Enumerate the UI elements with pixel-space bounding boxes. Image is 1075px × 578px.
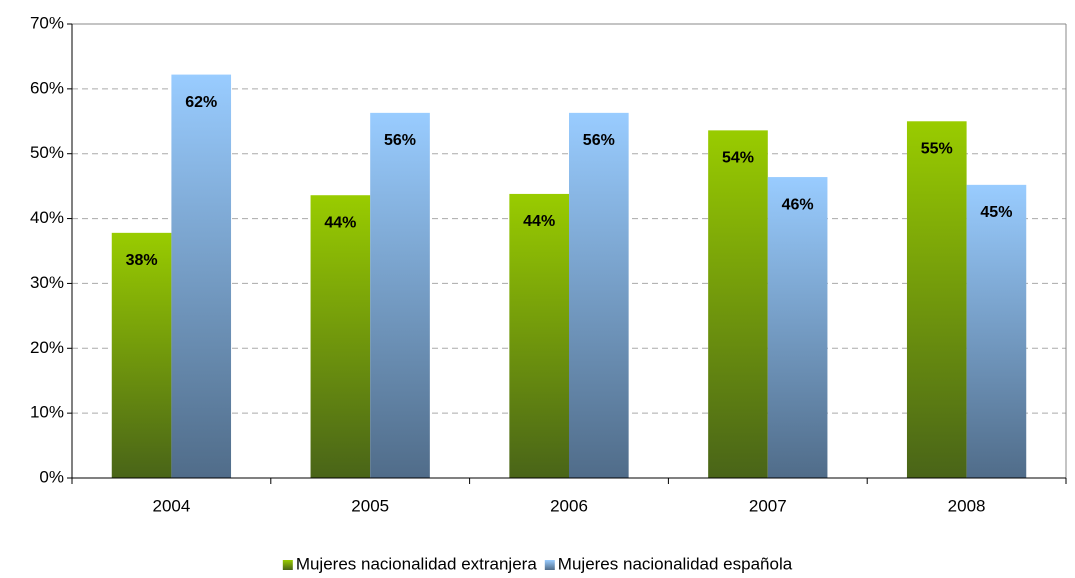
x-tick-label: 2005 [351, 496, 389, 515]
value-label: 46% [782, 196, 814, 213]
value-label: 38% [126, 252, 158, 269]
value-label: 55% [921, 141, 953, 158]
bar [708, 130, 768, 478]
value-label: 56% [384, 132, 416, 149]
bar [966, 184, 1027, 479]
x-tick-label: 2008 [948, 496, 986, 515]
value-label: 62% [185, 94, 217, 111]
y-tick-label: 70% [30, 13, 64, 32]
legend: Mujeres nacionalidad extranjera Mujeres n… [282, 554, 793, 573]
y-tick-label: 30% [30, 273, 64, 292]
bar [767, 177, 828, 478]
bar [906, 121, 967, 479]
value-label: 56% [583, 132, 615, 149]
bar [171, 74, 232, 479]
legend-label: Mujeres nacionalidad española [558, 554, 793, 573]
legend-label: Mujeres nacionalidad extranjera [296, 554, 538, 573]
value-label: 44% [324, 214, 356, 231]
y-tick-label: 0% [39, 467, 64, 486]
y-tick-label: 60% [30, 78, 64, 97]
legend-swatch [544, 560, 555, 570]
y-tick-label: 10% [30, 403, 64, 422]
value-label: 45% [980, 204, 1012, 221]
bar [509, 193, 569, 478]
y-tick-label: 20% [30, 338, 64, 357]
bar [569, 112, 629, 479]
y-tick-label: 40% [30, 208, 64, 227]
x-tick-label: 2006 [550, 496, 588, 515]
bar [310, 195, 371, 479]
bar [370, 112, 430, 479]
x-tick-label: 2007 [749, 496, 787, 515]
x-tick-label: 2004 [152, 496, 190, 515]
y-tick-label: 50% [30, 143, 64, 162]
value-label: 44% [523, 213, 555, 230]
bar [111, 232, 172, 478]
legend-swatch [282, 560, 293, 570]
value-label: 54% [722, 150, 754, 167]
